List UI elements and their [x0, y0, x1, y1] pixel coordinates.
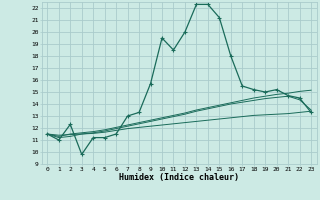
X-axis label: Humidex (Indice chaleur): Humidex (Indice chaleur) [119, 173, 239, 182]
